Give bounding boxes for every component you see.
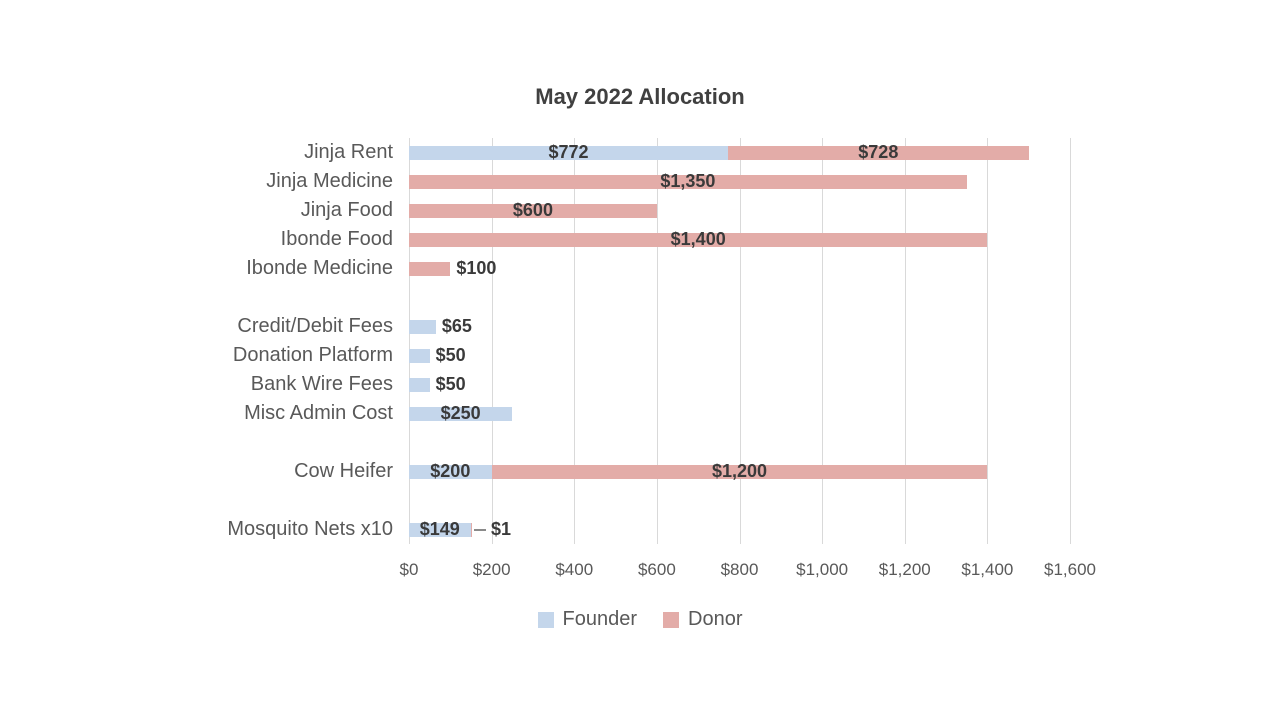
bar-segment-founder: [409, 464, 492, 479]
bar-segment-donor: [409, 174, 967, 189]
bar-segment-founder: [409, 319, 436, 334]
legend-label: Donor: [688, 608, 743, 630]
gridline: [739, 138, 741, 544]
value-label: $149: [419, 519, 460, 539]
bar-segment-donor: [409, 261, 451, 276]
category-label: Bank Wire Fees: [250, 373, 393, 395]
legend-item-founder: Founder: [537, 608, 638, 631]
value-label: $600: [512, 200, 553, 220]
bar-segment-donor: [727, 145, 1029, 160]
x-tick-label: $400: [555, 560, 594, 579]
legend-swatch-icon: [537, 611, 554, 628]
gridline: [904, 138, 906, 544]
bar-segment-founder: [409, 406, 513, 421]
category-label: Misc Admin Cost: [244, 402, 393, 424]
category-axis: Jinja Rent Jinja Medicine Jinja Food Ibonde…: [0, 138, 393, 544]
legend-swatch-icon: [663, 611, 679, 628]
bar-segment-founder: [409, 522, 471, 537]
category-label: Donation Platform: [232, 344, 393, 366]
gridline: [822, 138, 824, 544]
category-label: Ibonde Food: [280, 228, 393, 250]
value-label: $1,350: [660, 171, 716, 191]
plot-area: $772 $728 $1,350 $600 $1,400 $100 $65 $50 $50 $25…: [409, 138, 1071, 544]
x-tick-label: $1,400: [961, 560, 1014, 579]
chart-title: May 2022 Allocation: [535, 84, 745, 109]
leader-line: [473, 528, 486, 531]
legend-item-donor: Donor: [663, 608, 742, 631]
gridline: [491, 138, 493, 544]
x-tick-label: $1,200: [878, 560, 931, 579]
bar-segment-founder: [409, 377, 430, 392]
x-tick-label: $0: [399, 560, 419, 579]
value-label: $65: [441, 316, 472, 336]
gridline: [574, 138, 576, 544]
bar-segment-donor: [409, 232, 988, 247]
x-tick-label: $1,600: [1044, 560, 1096, 579]
category-label: Credit/Debit Fees: [237, 315, 393, 337]
value-label: $100: [456, 258, 497, 278]
value-label: $50: [435, 345, 466, 365]
x-axis: $0 $200 $400 $600 $800 $1,000 $1,200 $1,400 $1,6…: [0, 560, 1280, 586]
value-label: $1: [490, 519, 511, 539]
x-tick-label: $800: [720, 560, 759, 579]
bar-segment-founder: [409, 348, 430, 363]
gridline: [656, 138, 658, 544]
bar-segment-donor: [409, 203, 657, 218]
legend-label: Founder: [562, 608, 638, 630]
category-label: Mosquito Nets x10: [227, 518, 393, 540]
bar-segment-founder: [409, 145, 728, 160]
gridline: [1070, 138, 1071, 544]
x-tick-label: $200: [472, 560, 511, 579]
value-label: $200: [430, 461, 471, 481]
value-label: $1,400: [670, 229, 726, 249]
value-label: $50: [435, 374, 466, 394]
bar-segment-donor: [491, 464, 988, 479]
value-label: $728: [858, 142, 899, 162]
x-tick-label: $600: [637, 560, 676, 579]
x-tick-label: $1,000: [796, 560, 849, 579]
value-label: $250: [440, 403, 481, 423]
category-label: Ibonde Medicine: [246, 257, 393, 279]
gridline: [409, 138, 410, 544]
category-label: Cow Heifer: [294, 460, 393, 482]
gridline: [987, 138, 989, 544]
category-label: Jinja Rent: [304, 141, 393, 163]
bar-segment-donor: [470, 522, 472, 537]
value-label: $1,200: [711, 461, 768, 481]
category-label: Jinja Food: [300, 199, 393, 221]
category-label: Jinja Medicine: [266, 170, 393, 192]
value-label: $772: [548, 142, 589, 162]
legend: Founder Donor: [0, 608, 1280, 631]
